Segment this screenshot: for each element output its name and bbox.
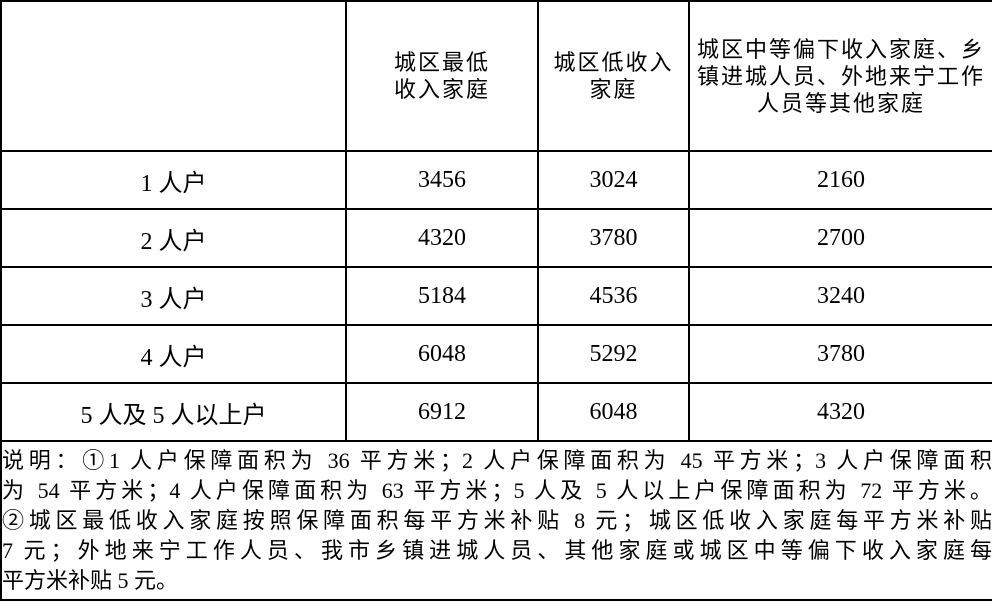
cell-value: 6912 — [345, 382, 539, 442]
header-line: 城区最低 — [393, 50, 490, 75]
note-line: 7 元；外地来宁工作人员、我市乡镇进城人员、其他家庭或城区中等偏下收入家庭每 — [2, 537, 992, 563]
cell-value: 4320 — [345, 208, 539, 268]
table-note-row: 说明：①1 人户保障面积为 36 平方米；2 人户保障面积为 45 平方米；3 … — [0, 440, 992, 601]
cell-value: 6048 — [537, 382, 690, 442]
header-lowest-income-families: 城区最低 收入家庭 — [345, 0, 539, 152]
cell-value: 3240 — [688, 266, 992, 326]
cell-value: 5292 — [537, 324, 690, 384]
table-row-4-person: 4 人户 6048 5292 3780 — [0, 324, 992, 384]
note-line: ②城区最低收入家庭按照保障面积每平方米补贴 8 元；城区低收入家庭每平方米补贴 — [2, 507, 992, 533]
row-label: 4 人户 — [0, 324, 347, 384]
cell-value: 2700 — [688, 208, 992, 268]
cell-value: 3024 — [537, 150, 690, 210]
row-label: 1 人户 — [0, 150, 347, 210]
header-low-income-families: 城区低收入 家庭 — [537, 0, 690, 152]
cell-value: 4320 — [688, 382, 992, 442]
cell-value: 5184 — [345, 266, 539, 326]
cell-value: 3456 — [345, 150, 539, 210]
cell-value: 4536 — [537, 266, 690, 326]
note-line: 说明：①1 人户保障面积为 36 平方米；2 人户保障面积为 45 平方米；3 … — [2, 447, 992, 473]
table-row-5-plus-person: 5 人及 5 人以上户 6912 6048 4320 — [0, 382, 992, 442]
row-label: 2 人户 — [0, 208, 347, 268]
header-blank-cell — [0, 0, 347, 152]
note-line: 平方米补贴 5 元。 — [2, 567, 179, 593]
explanatory-note: 说明：①1 人户保障面积为 36 平方米；2 人户保障面积为 45 平方米；3 … — [0, 440, 992, 601]
header-other-families: 城区中等偏下收入家庭、乡 镇进城人员、外地来宁工作 人员等其他家庭 — [688, 0, 992, 152]
header-line: 人员等其他家庭 — [756, 90, 925, 116]
table-header-row: 城区最低 收入家庭 城区低收入 家庭 城区中等偏下收入家庭、乡 镇进城人员、外地… — [0, 0, 992, 152]
table-row-1-person: 1 人户 3456 3024 2160 — [0, 150, 992, 210]
cell-value: 2160 — [688, 150, 992, 210]
note-line: 为 54 平方米；4 人户保障面积为 63 平方米；5 人及 5 人以上户保障面… — [2, 477, 992, 503]
row-label: 5 人及 5 人以上户 — [0, 382, 347, 442]
header-line: 城区低收入 — [553, 50, 674, 75]
header-line: 城区中等偏下收入家庭、乡 — [696, 36, 985, 62]
cell-value: 6048 — [345, 324, 539, 384]
cell-value: 3780 — [537, 208, 690, 268]
header-line: 家庭 — [589, 77, 638, 102]
table-row-3-person: 3 人户 5184 4536 3240 — [0, 266, 992, 326]
row-label: 3 人户 — [0, 266, 347, 326]
cell-value: 3780 — [688, 324, 992, 384]
header-line: 收入家庭 — [393, 77, 490, 102]
header-line: 镇进城人员、外地来宁工作 — [696, 63, 985, 89]
table-row-2-person: 2 人户 4320 3780 2700 — [0, 208, 992, 268]
